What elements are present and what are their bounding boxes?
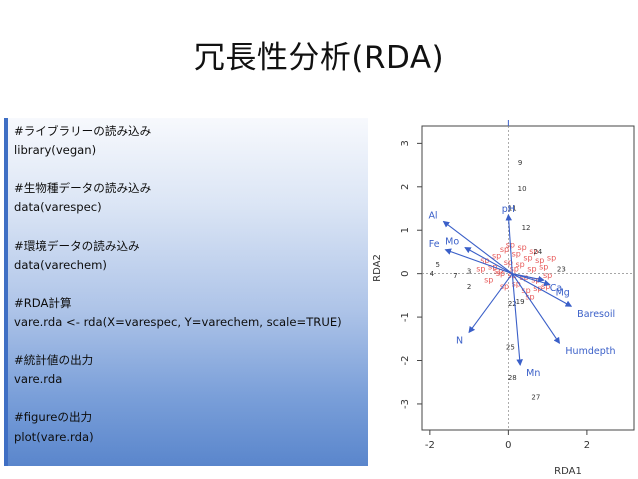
y-axis-label: RDA2 [372, 254, 383, 282]
biplot-arrow [442, 220, 513, 275]
x-tick-label: 0 [505, 440, 511, 451]
biplot-arrow-label: Al [428, 211, 437, 222]
species-point: sp [512, 249, 521, 258]
code-box: #ライブラリーの読み込み library(vegan) #生物種データの読み込み d… [4, 118, 368, 466]
code-blank-line [14, 332, 368, 351]
x-tick-label: -2 [425, 440, 435, 451]
code-comment-line: #統計値の出力 [14, 353, 94, 368]
site-label: 22 [508, 300, 517, 308]
species-point: sp [512, 280, 521, 289]
species-point: sp [547, 254, 556, 263]
species-point: sp [496, 269, 505, 278]
species-point: sp [510, 264, 519, 273]
site-label: 10 [518, 185, 527, 193]
species-point: sp [521, 286, 530, 295]
biplot-arrow-label: pH [502, 204, 515, 215]
species-point: sp [517, 243, 526, 252]
site-label: 27 [531, 394, 540, 402]
code-blank-line [14, 275, 368, 294]
biplot-arrow-label: Fe [429, 239, 440, 250]
x-tick-label: 2 [584, 440, 590, 451]
code-line: library(vegan) [14, 143, 97, 158]
species-point: sp [531, 275, 540, 284]
y-tick-label: 2 [400, 184, 411, 190]
code-line: vare.rda [14, 372, 63, 387]
species-point: sp [504, 258, 513, 267]
x-axis-label: RDA1 [554, 466, 582, 477]
code-blank-line [14, 389, 368, 408]
site-label: 12 [522, 224, 531, 232]
site-label: 24 [533, 248, 542, 256]
y-tick-label: 0 [400, 270, 411, 276]
biplot-arrow [468, 273, 513, 334]
site-label: 11 [508, 205, 517, 213]
species-point: sp [529, 247, 538, 256]
species-point: sp [484, 275, 493, 284]
code-line: data(varespec) [14, 200, 102, 215]
site-label: 3 [467, 268, 471, 276]
biplot-arrow-label: Mg [556, 288, 570, 299]
species-point: sp [525, 293, 534, 302]
species-point: sp [527, 264, 536, 273]
species-point: sp [533, 284, 542, 293]
species-point: sp [476, 264, 485, 273]
y-tick-label: 1 [400, 227, 411, 233]
site-label: 19 [516, 298, 525, 306]
y-tick-label: 3 [400, 140, 411, 146]
species-point: sp [539, 262, 548, 271]
biplot-arrow-label: N [456, 335, 463, 346]
code-line: data(varechem) [14, 257, 107, 272]
biplot-arrow [505, 213, 513, 274]
site-label: 9 [518, 159, 522, 167]
site-label: 2 [467, 283, 471, 291]
code-comment-line: #環境データの読み込み [14, 238, 140, 253]
biplot-arrow-label: Mn [526, 368, 540, 379]
biplot-arrow [444, 248, 513, 275]
species-point: sp [541, 282, 550, 291]
site-label: 23 [557, 265, 566, 273]
species-point: sp [535, 256, 544, 265]
species-point: sp [519, 273, 528, 282]
biplot-arrow [512, 273, 545, 283]
species-point: sp [492, 251, 501, 260]
y-tick-label: -1 [400, 312, 411, 322]
slide-title: 冗長性分析(RDA) [193, 40, 445, 76]
code-comment-line: #RDA計算 [14, 295, 72, 310]
rda-plot: -2 0 2 -3 -2 -1 0 1 2 3 RDA1 RDA2 sp sp sp sp sp sp sp sp sp… [368, 118, 638, 479]
species-point: sp [494, 267, 503, 276]
code-blank-line [14, 217, 368, 236]
species-point: sp [523, 254, 532, 263]
site-label: 28 [508, 374, 517, 382]
biplot-arrow [511, 273, 523, 366]
site-label: 25 [506, 344, 515, 352]
y-tick-label: -3 [400, 399, 411, 409]
code-line: plot(vare.rda) [14, 429, 94, 444]
site-label: 4 [430, 270, 435, 278]
y-tick-label: -2 [400, 356, 411, 366]
biplot-arrow-label: Humdepth [565, 346, 615, 357]
code-comment-line: #figureの出力 [14, 410, 93, 425]
species-point: sp [500, 245, 509, 254]
biplot-arrow-label: Baresoil [577, 309, 615, 320]
site-label: 7 [453, 272, 457, 280]
species-point: sp [516, 260, 525, 269]
code-line: vare.rda <- rda(X=varespec, Y=varechem, … [14, 314, 342, 329]
biplot-arrow-label: Ca [550, 283, 562, 294]
species-point: sp [543, 271, 552, 280]
biplot-arrow [464, 247, 513, 275]
biplot-arrow-label: Mo [445, 237, 459, 248]
species-point: sp [480, 256, 489, 265]
code-blank-line [14, 160, 368, 179]
plot-frame [421, 125, 635, 431]
code-comment-line: #生物種データの読み込み [14, 181, 152, 196]
biplot-arrow [512, 273, 573, 307]
site-label: 5 [435, 261, 439, 269]
code-comment-line: #ライブラリーの読み込み [14, 124, 152, 138]
biplot-arrow [511, 273, 561, 345]
species-point: sp [500, 282, 509, 291]
